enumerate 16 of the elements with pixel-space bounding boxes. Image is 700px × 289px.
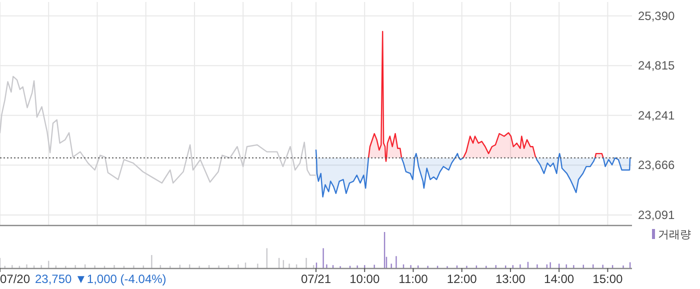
x-tick-label: 10:00 xyxy=(350,272,380,286)
y-tick-label: 25,390 xyxy=(638,8,676,23)
x-tick-label: 15:00 xyxy=(592,272,624,286)
legend-label: 거래량 xyxy=(658,229,691,241)
y-tick-label: 24,815 xyxy=(638,58,676,73)
y-tick-label: 23,666 xyxy=(638,158,676,172)
text: 23,750 ▼1,000 (-4.04%) xyxy=(35,272,166,286)
x-tick-label: 12:00 xyxy=(446,272,478,286)
line-series xyxy=(0,76,316,184)
x-tick-label: 11:00 xyxy=(398,272,428,286)
x-tick-label: 07/20 xyxy=(0,272,30,286)
x-tick-label: 14:00 xyxy=(544,272,574,286)
y-tick-label: 24,241 xyxy=(638,108,676,122)
x-tick-label: 13:00 xyxy=(495,272,526,286)
x-tick-label: 07/21 xyxy=(300,272,332,286)
y-tick-label: 23,091 xyxy=(638,208,676,222)
